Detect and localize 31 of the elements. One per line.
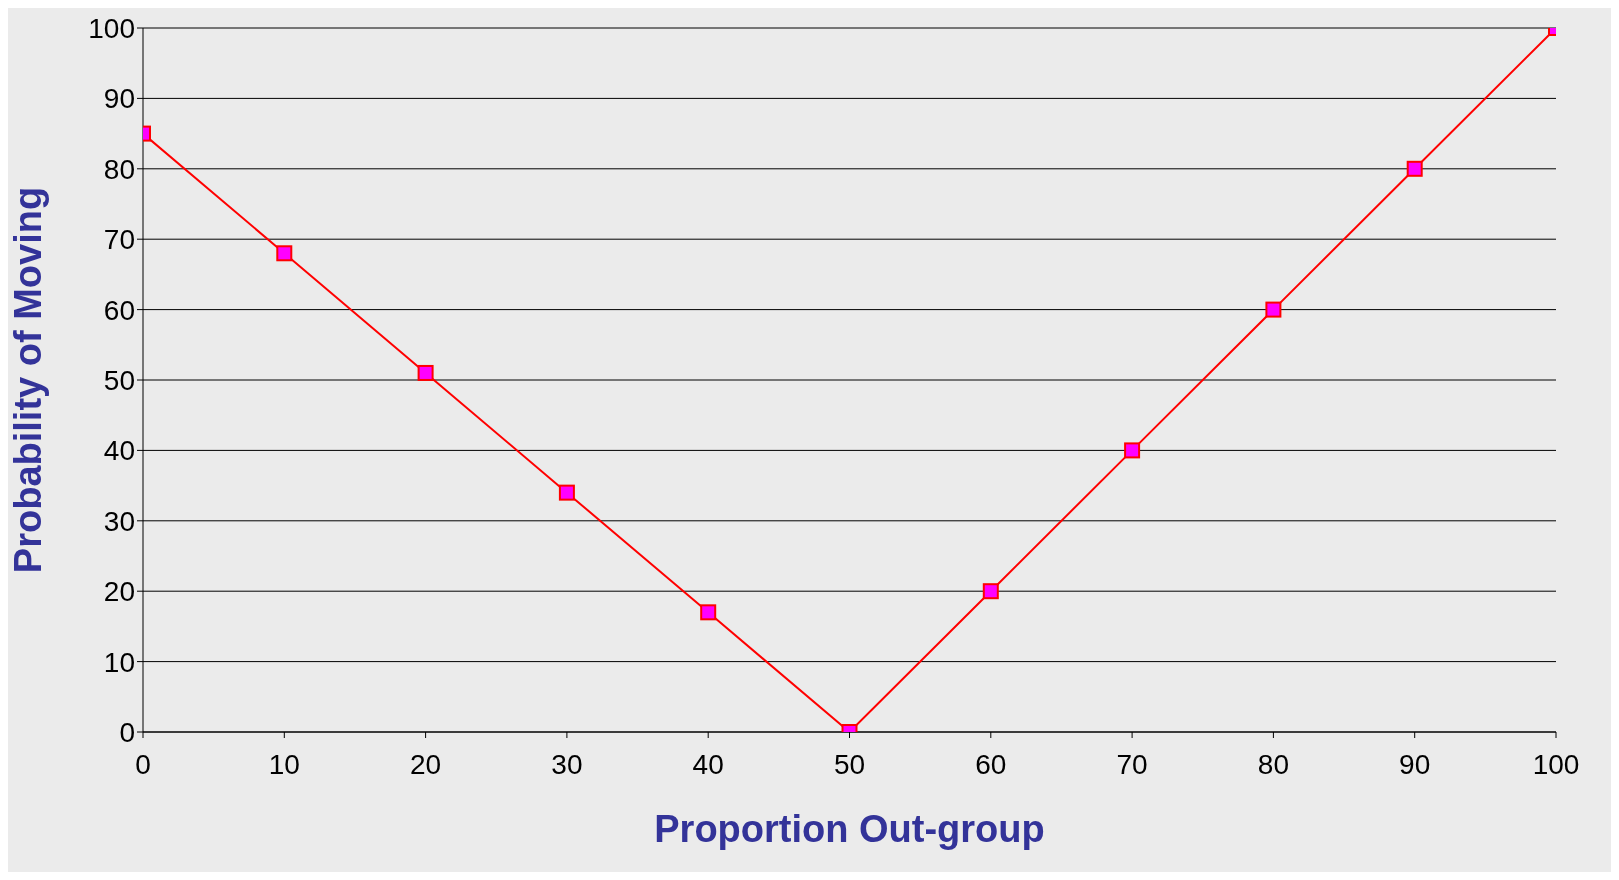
y-tick-label: 10 [103,646,135,678]
x-tick-label: 40 [692,748,724,780]
x-tick-label: 90 [1399,748,1431,780]
y-tick-label: 20 [103,576,135,608]
x-tick-label: 10 [268,748,300,780]
x-axis-title: Proportion Out-group [654,808,1045,850]
x-tick-label: 100 [1532,748,1580,780]
y-tick-label: 80 [103,153,135,185]
y-tick-label: 60 [103,294,135,326]
x-tick-label: 80 [1257,748,1289,780]
y-tick-label: 50 [103,364,135,396]
y-tick-label: 70 [103,224,135,256]
point [700,604,717,621]
y-axis-title: Probability of Moving [7,186,50,574]
point [417,364,434,381]
point [276,245,293,262]
y-tick-label: 0 [119,716,135,748]
y-tick-label: 40 [103,435,135,467]
x-tick-label: 20 [410,748,442,780]
x-tick-label: 50 [833,748,866,780]
x-tick-label: 60 [975,748,1007,780]
y-tick-label: 30 [103,505,135,537]
point [982,583,999,600]
y-tick-label: 90 [103,83,135,115]
point [1265,301,1282,318]
x-tick-label: 70 [1116,748,1148,780]
point [558,484,575,501]
point [1124,442,1141,459]
point [1406,160,1423,177]
y-tick-label: 100 [88,12,135,44]
x-tick-label: 30 [551,748,583,780]
